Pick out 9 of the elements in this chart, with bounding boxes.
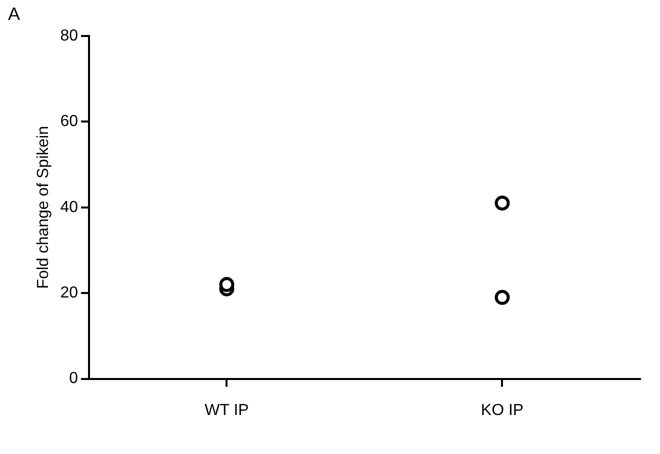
- x-tick-label: KO IP: [480, 402, 524, 419]
- y-tick-label: 80: [60, 27, 78, 44]
- y-tick-label: 20: [60, 284, 78, 302]
- y-tick-label: 40: [60, 198, 78, 216]
- y-axis-title: Fold change of Spikein: [35, 126, 52, 289]
- text: A: [8, 4, 20, 25]
- y-tick-label: 60: [60, 113, 78, 130]
- x-tick-label: WT IP: [204, 402, 249, 419]
- y-tick-label: 0: [69, 370, 78, 388]
